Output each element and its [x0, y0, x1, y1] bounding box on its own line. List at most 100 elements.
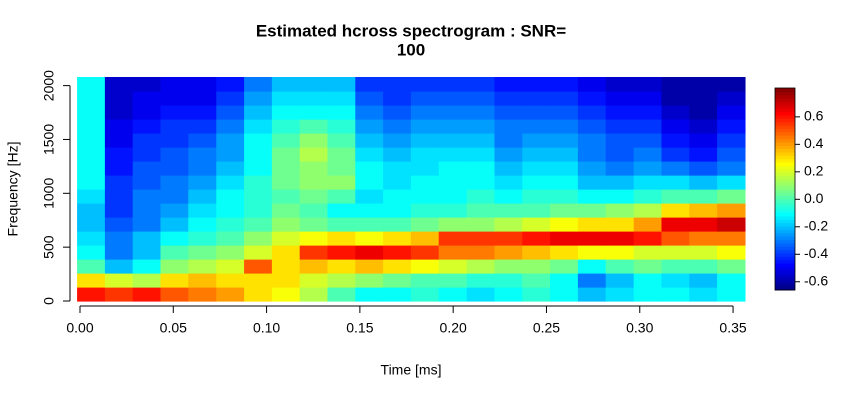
x-tick-label: 0.15	[346, 320, 373, 336]
heatmap-cell	[188, 217, 217, 232]
heatmap-cell	[104, 175, 134, 190]
colorbar-segment	[775, 155, 795, 160]
heatmap-cell	[355, 77, 384, 92]
heatmap-cell	[271, 77, 301, 92]
heatmap-cell	[438, 231, 468, 246]
heatmap-cell	[410, 273, 440, 288]
colorbar-segment	[775, 199, 795, 203]
colorbar-segment	[775, 252, 795, 257]
heatmap-cell	[466, 217, 496, 232]
colorbar-segment	[775, 256, 795, 261]
colorbar-segment	[775, 114, 795, 119]
heatmap-cell	[577, 273, 607, 288]
heatmap-cell	[244, 217, 273, 232]
colorbar-segment	[775, 219, 795, 224]
heatmap-cell	[188, 287, 217, 302]
heatmap-cell	[438, 217, 468, 232]
heatmap-cell	[410, 259, 440, 274]
heatmap-cell	[550, 77, 579, 92]
colorbar-segment	[775, 192, 795, 197]
heatmap-cell	[327, 175, 356, 190]
heatmap-cell	[661, 147, 690, 162]
heatmap-cell	[132, 119, 162, 134]
heatmap-cell	[160, 231, 189, 246]
heatmap-cell	[160, 217, 189, 232]
heatmap-cell	[438, 245, 468, 260]
heatmap-cell	[605, 245, 635, 260]
heatmap-cell	[550, 189, 579, 204]
heatmap-cell	[244, 161, 273, 176]
heatmap-cell	[633, 161, 663, 176]
heatmap-cell	[689, 91, 718, 106]
heatmap-cell	[689, 287, 718, 302]
heatmap-cell	[438, 273, 468, 288]
heatmap-cell	[633, 231, 663, 246]
heatmap-cell	[410, 175, 440, 190]
colorbar-segment	[775, 135, 795, 139]
heatmap-cell	[77, 287, 106, 302]
heatmap-cell	[271, 231, 301, 246]
heatmap-cell	[577, 203, 607, 218]
colorbar-segment	[775, 121, 795, 126]
heatmap-cell	[104, 133, 134, 148]
heatmap-cell	[522, 147, 551, 162]
colorbar-segment	[775, 98, 795, 102]
heatmap-cell	[717, 231, 746, 246]
x-tick-label: 0.05	[160, 320, 187, 336]
heatmap-cell	[244, 175, 273, 190]
heatmap-cell	[327, 119, 356, 134]
heatmap-cell	[522, 91, 551, 106]
heatmap-cell	[244, 287, 273, 302]
heatmap-cell	[661, 273, 690, 288]
heatmap-cell	[689, 119, 718, 134]
colorbar-segment	[775, 263, 795, 267]
colorbar-segment	[775, 131, 795, 136]
heatmap-cell	[494, 175, 523, 190]
heatmap-cell	[271, 175, 301, 190]
heatmap-cell	[466, 133, 496, 148]
heatmap-cell	[355, 273, 384, 288]
heatmap-cell	[355, 147, 384, 162]
heatmap-cell	[104, 161, 134, 176]
y-tick-label: 500	[41, 235, 57, 259]
heatmap-cell	[160, 287, 189, 302]
heatmap-cell	[438, 175, 468, 190]
colorbar-segment	[775, 195, 795, 200]
heatmap-cell	[244, 273, 273, 288]
x-tick-label: 0.00	[66, 320, 93, 336]
heatmap-cell	[132, 217, 162, 232]
heatmap-cell	[216, 203, 245, 218]
heatmap-cell	[299, 119, 329, 134]
colorbar-segment	[775, 175, 795, 180]
colorbar-segment	[775, 189, 795, 193]
heatmap-cell	[77, 203, 106, 218]
heatmap-cell	[271, 217, 301, 232]
heatmap-cell	[466, 161, 496, 176]
heatmap-cell	[271, 189, 301, 204]
heatmap-cell	[466, 189, 496, 204]
heatmap-cell	[605, 161, 635, 176]
heatmap-cell	[244, 189, 273, 204]
heatmap-cell	[633, 287, 663, 302]
heatmap-cell	[216, 273, 245, 288]
heatmap-cell	[271, 105, 301, 120]
heatmap-cell	[244, 203, 273, 218]
heatmap-cell	[577, 245, 607, 260]
heatmap-cell	[717, 245, 746, 260]
heatmap-cell	[104, 287, 134, 302]
heatmap-cell	[689, 189, 718, 204]
heatmap-cell	[633, 203, 663, 218]
colorbar-segment	[775, 138, 795, 143]
heatmap-cell	[77, 189, 106, 204]
colorbar-segment	[775, 162, 795, 166]
heatmap-cell	[383, 119, 412, 134]
colorbar-tick-label: -0.6	[804, 272, 828, 288]
colorbar-tick-label: 0.4	[804, 135, 824, 151]
heatmap-cell	[689, 77, 718, 92]
colorbar-segment	[775, 158, 795, 163]
heatmap-cell	[661, 259, 690, 274]
heatmap-cell	[577, 175, 607, 190]
heatmap-cell	[299, 245, 329, 260]
heatmap-cell	[410, 189, 440, 204]
heatmap-cell	[466, 119, 496, 134]
